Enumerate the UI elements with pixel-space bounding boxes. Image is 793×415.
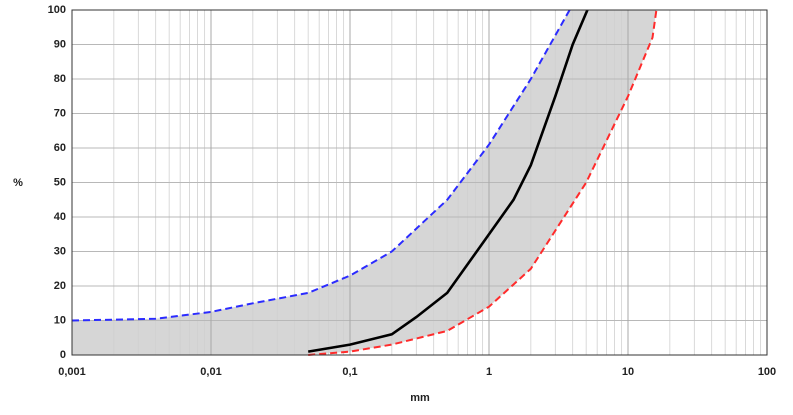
y-tick-label: 70 <box>54 107 66 119</box>
x-tick-label: 10 <box>622 366 634 378</box>
x-tick-label: 0,1 <box>342 366 357 378</box>
x-tick-label: 0,01 <box>200 366 221 378</box>
plot-border <box>71 9 768 356</box>
y-tick-label: 0 <box>60 349 66 361</box>
y-tick-label: 30 <box>54 245 66 257</box>
y-tick-label: 100 <box>48 4 66 16</box>
y-tick-label: 40 <box>54 211 66 223</box>
y-tick-label: 50 <box>54 176 66 188</box>
y-tick-label: 10 <box>54 314 66 326</box>
envelope-area <box>72 10 657 355</box>
y-tick-label: 60 <box>54 142 66 154</box>
x-axis-label: mm <box>410 392 430 404</box>
data-line <box>308 9 658 356</box>
y-tick-label: 20 <box>54 280 66 292</box>
x-tick-label: 1 <box>486 366 492 378</box>
x-tick-label: 100 <box>758 366 776 378</box>
y-axis-label: % <box>13 177 23 189</box>
y-tick-label: 90 <box>54 38 66 50</box>
x-tick-label: 0,001 <box>58 366 86 378</box>
data-line <box>307 9 589 353</box>
y-tick-label: 80 <box>54 73 66 85</box>
